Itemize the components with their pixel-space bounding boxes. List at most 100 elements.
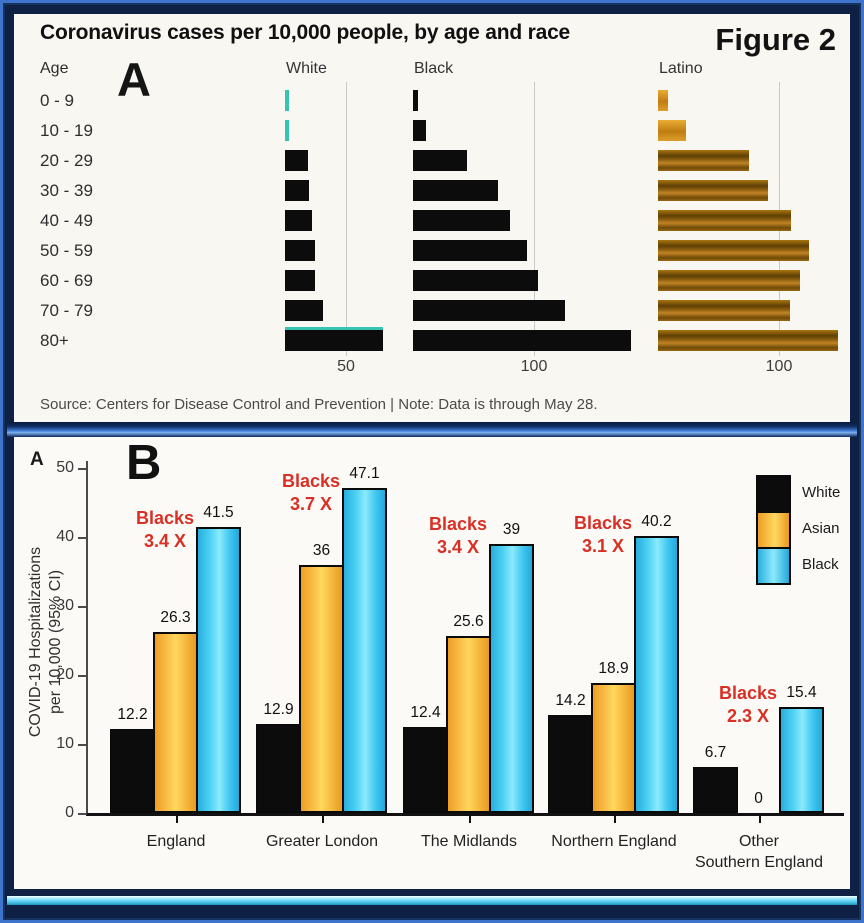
y-tick [78, 675, 87, 677]
panel-a-bar-white-70-79 [285, 300, 323, 321]
ratio-annotation: Blacks 2.3 X [693, 682, 803, 728]
column-header-latino: Latino [659, 60, 703, 77]
x-axis-tick-label: 50 [337, 358, 355, 375]
panel-a-bar-latino-20-29 [658, 150, 749, 171]
bar-group-england: 12.2 26.3 41.5 Blacks 3.4 X [110, 463, 245, 813]
panel-a-bar-white-40-49 [285, 210, 312, 231]
bar-value-label: 39 [502, 521, 521, 538]
ratio-annotation-line2: 3.1 X [581, 536, 625, 556]
bar-value-label: 25.6 [453, 613, 484, 630]
x-category-label-line: England [146, 833, 206, 850]
x-tick [322, 816, 324, 823]
panel-b-bar-black [634, 536, 679, 813]
panel-a-title: Coronavirus cases per 10,000 people, by … [40, 21, 571, 44]
panel-a-bar-black-40-49 [413, 210, 510, 231]
ratio-annotation: Blacks 3.4 X [403, 513, 513, 559]
y-axis-label-line1: COVID-19 Hospitalizations [27, 546, 44, 738]
panel-b-bar-asian [446, 636, 491, 813]
panel-b-bar-white [110, 729, 155, 813]
legend-label: White [802, 484, 841, 501]
age-group-label: 40 - 49 [40, 211, 93, 230]
bar-value-label: 18.9 [598, 660, 629, 677]
panel-a-bar-white-60-69 [285, 270, 316, 291]
panel-a-letter: A [117, 53, 151, 106]
panel-a-bar-black-70-79 [413, 300, 566, 321]
age-group-label: 80+ [40, 331, 69, 350]
y-tick [78, 606, 87, 608]
source-note: Source: Centers for Disease Control and … [40, 396, 598, 413]
panel-a-bar-white-10-19 [285, 120, 289, 141]
panel-a-bar-black-30-39 [413, 180, 498, 201]
panel-a-bar-black-60-69 [413, 270, 538, 291]
panel-b-bar-white [403, 727, 448, 813]
age-group-label: 30 - 39 [40, 181, 93, 200]
panel-a-bar-latino-10-19 [658, 120, 686, 141]
bar-value-label: 40.2 [641, 513, 672, 530]
panel-a-bar-black-80+ [413, 330, 631, 351]
bar-group-other-southern-england: 6.7 0 15.4 Blacks 2.3 X [693, 463, 828, 813]
y-tick-label: 20 [56, 666, 74, 683]
panel-a-bar-latino-0-9 [658, 90, 668, 111]
panel-a-bar-white-20-29 [285, 150, 308, 171]
legend-label: Black [802, 556, 839, 573]
panel-b-bar-asian [299, 565, 344, 813]
x-category-label: Greater London [247, 831, 397, 852]
y-tick-label: 10 [56, 735, 74, 752]
panel-b-bar-black [779, 707, 824, 813]
x-axis-tick-label: 100 [520, 358, 548, 375]
panel-a-bar-black-20-29 [413, 150, 468, 171]
x-category-label-line: Other [738, 833, 779, 850]
y-tick-label: 40 [56, 528, 74, 545]
ratio-annotation-line2: 2.3 X [726, 706, 770, 726]
figure-number-label: Figure 2 [715, 22, 836, 57]
bar-value-label: 6.7 [704, 744, 727, 761]
panel-divider [7, 422, 857, 437]
panel-a-bar-latino-60-69 [658, 270, 800, 291]
race-column-latino: Latino 100 [658, 14, 848, 422]
bar-group-the-midlands: 12.4 25.6 39 Blacks 3.4 X [403, 463, 538, 813]
panel-a-bar-latino-80+ [658, 330, 839, 351]
bottom-accent-strip [7, 896, 857, 905]
age-group-label: 20 - 29 [40, 151, 93, 170]
y-tick [78, 813, 87, 815]
panel-a-bar-latino-50-59 [658, 240, 810, 261]
race-column-black: Black 100 [413, 14, 645, 422]
x-tick [614, 816, 616, 823]
panel-a-bar-latino-30-39 [658, 180, 769, 201]
panel-a-bar-white-50-59 [285, 240, 316, 261]
x-category-label: The Midlands [394, 831, 544, 852]
bar-value-label: 47.1 [349, 465, 380, 482]
panel-b: A B COVID-19 Hospitalizations per 10,000… [14, 436, 850, 889]
y-tick [78, 468, 87, 470]
panel-a-bar-black-10-19 [413, 120, 427, 141]
x-tick [759, 816, 761, 823]
x-axis-line [86, 813, 844, 816]
x-tick [176, 816, 178, 823]
panel-b-bar-white [693, 767, 738, 813]
x-axis-tick-label: 100 [765, 358, 793, 375]
age-group-label: 70 - 79 [40, 301, 93, 320]
legend-swatch-asian [756, 511, 791, 549]
y-axis-label-line2: per 10,000 (95% CI) [47, 569, 64, 715]
race-column-white: White 50 [285, 14, 415, 422]
ratio-annotation: Blacks 3.4 X [110, 507, 220, 553]
panel-b-bar-black [489, 544, 534, 813]
x-category-label: Other Southern England [684, 831, 834, 873]
x-category-label-line: The Midlands [420, 833, 518, 850]
bar-value-label: 0 [754, 790, 763, 807]
panel-a-bar-white-30-39 [285, 180, 310, 201]
panel-b-bar-white [548, 715, 593, 813]
age-axis-header: Age [40, 60, 69, 77]
panel-a: Coronavirus cases per 10,000 people, by … [14, 14, 850, 422]
legend-swatch-white [756, 475, 791, 513]
panel-a-bar-latino-40-49 [658, 210, 792, 231]
age-group-label: 10 - 19 [40, 121, 93, 140]
ratio-annotation: Blacks 3.1 X [548, 512, 658, 558]
age-group-label: 60 - 69 [40, 271, 93, 290]
panel-a-bar-black-0-9 [413, 90, 418, 111]
bar-group-greater-london: 12.9 36 47.1 Blacks 3.7 X [256, 463, 391, 813]
ratio-annotation: Blacks 3.7 X [256, 470, 366, 516]
panel-a-bar-latino-70-79 [658, 300, 790, 321]
x-category-label-line: Southern England [694, 854, 824, 871]
